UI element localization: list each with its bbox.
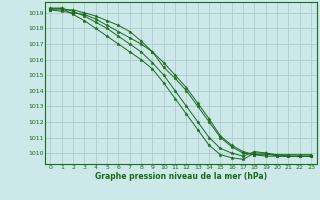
X-axis label: Graphe pression niveau de la mer (hPa): Graphe pression niveau de la mer (hPa) [95, 172, 267, 181]
